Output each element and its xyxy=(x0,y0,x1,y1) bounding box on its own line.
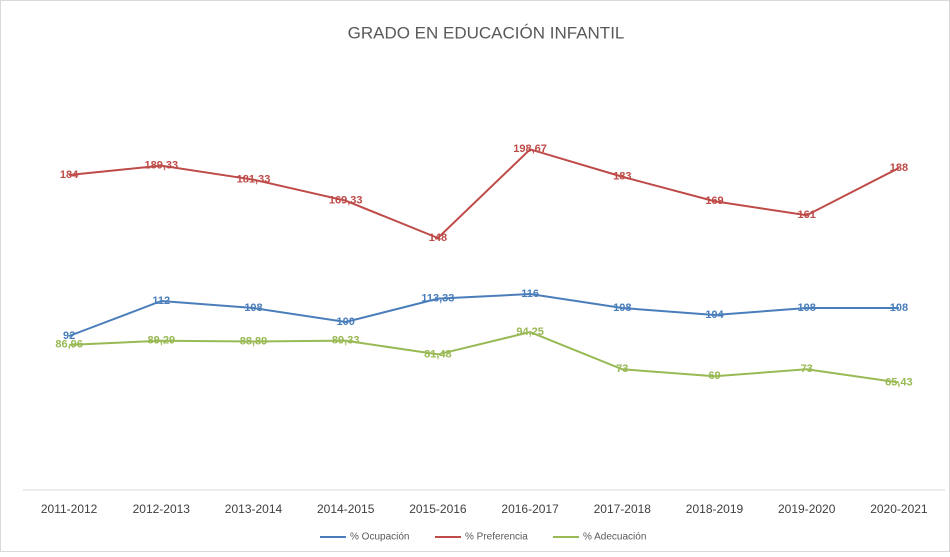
data-label: 89,29 xyxy=(148,335,176,347)
data-label: 73 xyxy=(801,363,813,375)
data-label: 169 xyxy=(705,195,723,207)
data-label: 161 xyxy=(798,209,816,221)
data-label: 108 xyxy=(798,302,816,314)
data-label: 112 xyxy=(152,295,170,307)
data-label: 69 xyxy=(708,370,720,382)
data-label: 89,33 xyxy=(332,335,360,347)
data-label: 81,48 xyxy=(424,348,452,360)
chart-title: GRADO EN EDUCACIÓN INFANTIL xyxy=(348,23,625,42)
data-label: 108 xyxy=(890,302,908,314)
series-line xyxy=(69,331,900,384)
data-label: 113,33 xyxy=(421,293,454,305)
legend-label: % Adecuación xyxy=(583,532,646,543)
x-tick-label: 2014-2015 xyxy=(317,502,375,516)
data-label: 108 xyxy=(613,302,631,314)
data-label: 94,25 xyxy=(516,326,544,338)
data-label: 104 xyxy=(705,309,724,321)
data-label: 65,43 xyxy=(885,376,913,388)
series-line xyxy=(68,292,899,337)
x-tick-label: 2016-2017 xyxy=(501,502,559,516)
x-tick-label: 2020-2021 xyxy=(870,502,928,516)
data-label: 184 xyxy=(60,169,79,181)
data-label: 189,33 xyxy=(144,160,178,172)
data-label: 116 xyxy=(521,288,539,300)
x-tick-label: 2018-2019 xyxy=(686,502,744,516)
x-tick-label: 2013-2014 xyxy=(225,502,283,516)
x-tick-label: 2015-2016 xyxy=(409,502,467,516)
data-label: 86,96 xyxy=(55,339,83,351)
data-label: 181,33 xyxy=(237,174,271,186)
legend-label: % Preferencia xyxy=(465,532,528,543)
data-label: 198,67 xyxy=(513,143,547,155)
data-label: 169,33 xyxy=(329,195,363,207)
series-line xyxy=(68,148,900,240)
data-label: 92 xyxy=(63,330,75,342)
data-label: 108 xyxy=(244,302,262,314)
data-label: 183 xyxy=(613,171,631,183)
x-tick-label: 2019-2020 xyxy=(778,502,836,516)
x-tick-label: 2011-2012 xyxy=(41,502,98,516)
x-tick-label: 2017-2018 xyxy=(594,502,652,516)
x-tick-label: 2012-2013 xyxy=(133,502,191,516)
data-label: 188 xyxy=(890,162,908,174)
data-label: 88,89 xyxy=(240,335,268,347)
data-label: 73 xyxy=(616,363,628,375)
data-label: 148 xyxy=(429,232,447,244)
legend-label: % Ocupación xyxy=(350,532,409,543)
data-label: 100 xyxy=(337,316,355,328)
